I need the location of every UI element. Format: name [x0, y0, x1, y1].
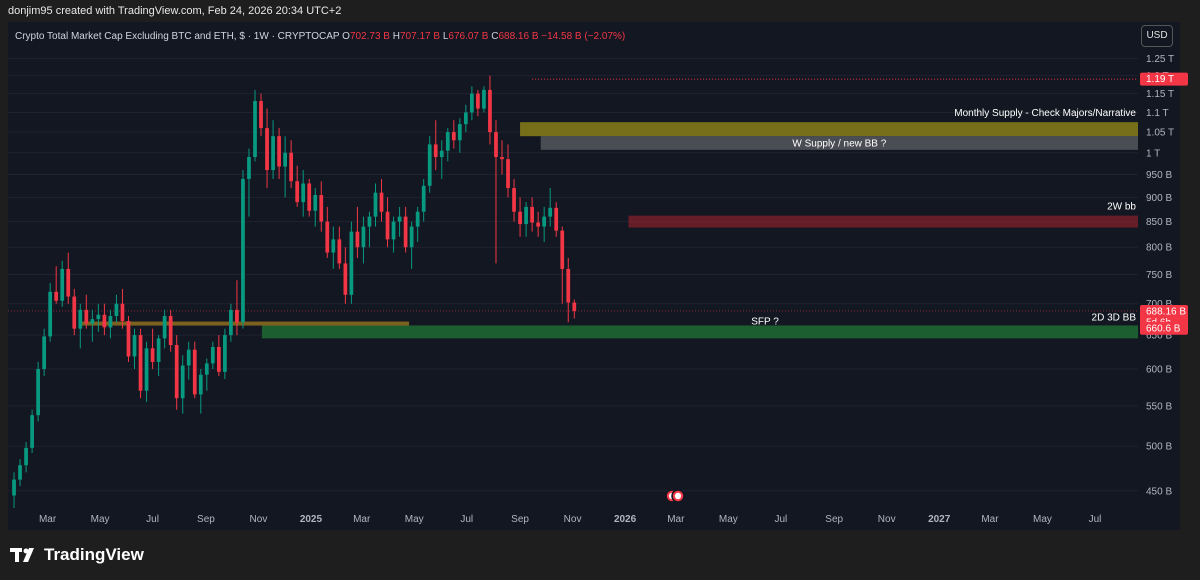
- tradingview-icon: [10, 548, 34, 562]
- high-label: H: [392, 31, 400, 42]
- symbol-legend: Crypto Total Market Cap Excluding BTC an…: [15, 31, 625, 42]
- change-value: −14.58 B (−2.07%): [541, 31, 626, 42]
- high-value: 707.17 B: [400, 31, 441, 42]
- low-value: 676.07 B: [448, 31, 489, 42]
- close-label: C: [491, 31, 499, 42]
- currency-button[interactable]: USD: [1141, 25, 1173, 47]
- tradingview-logo[interactable]: TradingView: [10, 545, 144, 565]
- footer-bar: [0, 530, 1200, 580]
- top-bar: donjim95 created with TradingView.com, F…: [0, 0, 1200, 22]
- symbol-title: Crypto Total Market Cap Excluding BTC an…: [15, 31, 340, 42]
- low-label: L: [442, 31, 449, 42]
- open-label: O: [342, 31, 350, 42]
- close-value: 688.16 B: [498, 31, 539, 42]
- open-value: 702.73 B: [349, 31, 390, 42]
- chart-frame[interactable]: [8, 22, 1180, 530]
- tradingview-brand: TradingView: [44, 545, 144, 564]
- chart-credit: donjim95 created with TradingView.com, F…: [8, 5, 342, 17]
